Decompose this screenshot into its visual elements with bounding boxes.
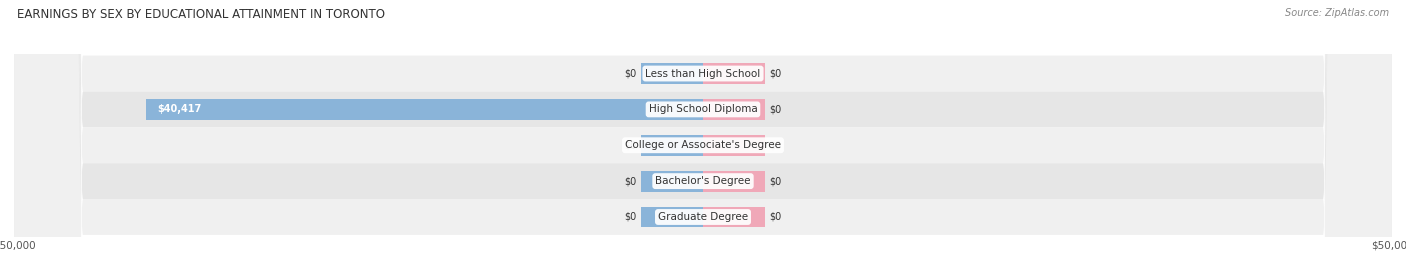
Text: Source: ZipAtlas.com: Source: ZipAtlas.com — [1285, 8, 1389, 18]
Bar — [641, 63, 703, 84]
Bar — [703, 171, 765, 192]
Bar — [703, 63, 765, 84]
Text: $0: $0 — [624, 212, 637, 222]
Text: Graduate Degree: Graduate Degree — [658, 212, 748, 222]
Bar — [703, 207, 765, 227]
Text: High School Diploma: High School Diploma — [648, 104, 758, 114]
Text: $0: $0 — [624, 69, 637, 79]
FancyBboxPatch shape — [14, 0, 1392, 269]
Bar — [703, 135, 765, 156]
FancyBboxPatch shape — [14, 0, 1392, 269]
Text: $0: $0 — [769, 69, 782, 79]
FancyBboxPatch shape — [14, 0, 1392, 269]
Bar — [641, 207, 703, 227]
Bar — [641, 171, 703, 192]
Bar — [146, 99, 703, 120]
Text: $0: $0 — [769, 104, 782, 114]
Text: College or Associate's Degree: College or Associate's Degree — [626, 140, 780, 150]
Text: $0: $0 — [624, 140, 637, 150]
Text: $0: $0 — [769, 140, 782, 150]
Text: $0: $0 — [624, 176, 637, 186]
FancyBboxPatch shape — [14, 0, 1392, 269]
Bar — [703, 99, 765, 120]
Text: Bachelor's Degree: Bachelor's Degree — [655, 176, 751, 186]
Text: $0: $0 — [769, 176, 782, 186]
Text: $0: $0 — [769, 212, 782, 222]
Text: Less than High School: Less than High School — [645, 69, 761, 79]
Text: $40,417: $40,417 — [157, 104, 201, 114]
FancyBboxPatch shape — [14, 0, 1392, 269]
Text: EARNINGS BY SEX BY EDUCATIONAL ATTAINMENT IN TORONTO: EARNINGS BY SEX BY EDUCATIONAL ATTAINMEN… — [17, 8, 385, 21]
Bar — [641, 135, 703, 156]
